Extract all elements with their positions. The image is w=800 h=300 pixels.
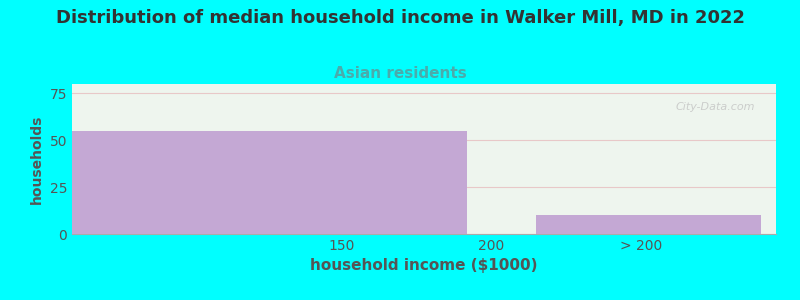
Bar (536, 215, 761, 234)
Text: City-Data.com: City-Data.com (675, 102, 755, 112)
Text: Distribution of median household income in Walker Mill, MD in 2022: Distribution of median household income … (55, 9, 745, 27)
X-axis label: household income ($1000): household income ($1000) (310, 258, 538, 273)
Y-axis label: households: households (30, 114, 44, 204)
Text: Asian residents: Asian residents (334, 66, 466, 81)
Bar (72, 131, 467, 234)
